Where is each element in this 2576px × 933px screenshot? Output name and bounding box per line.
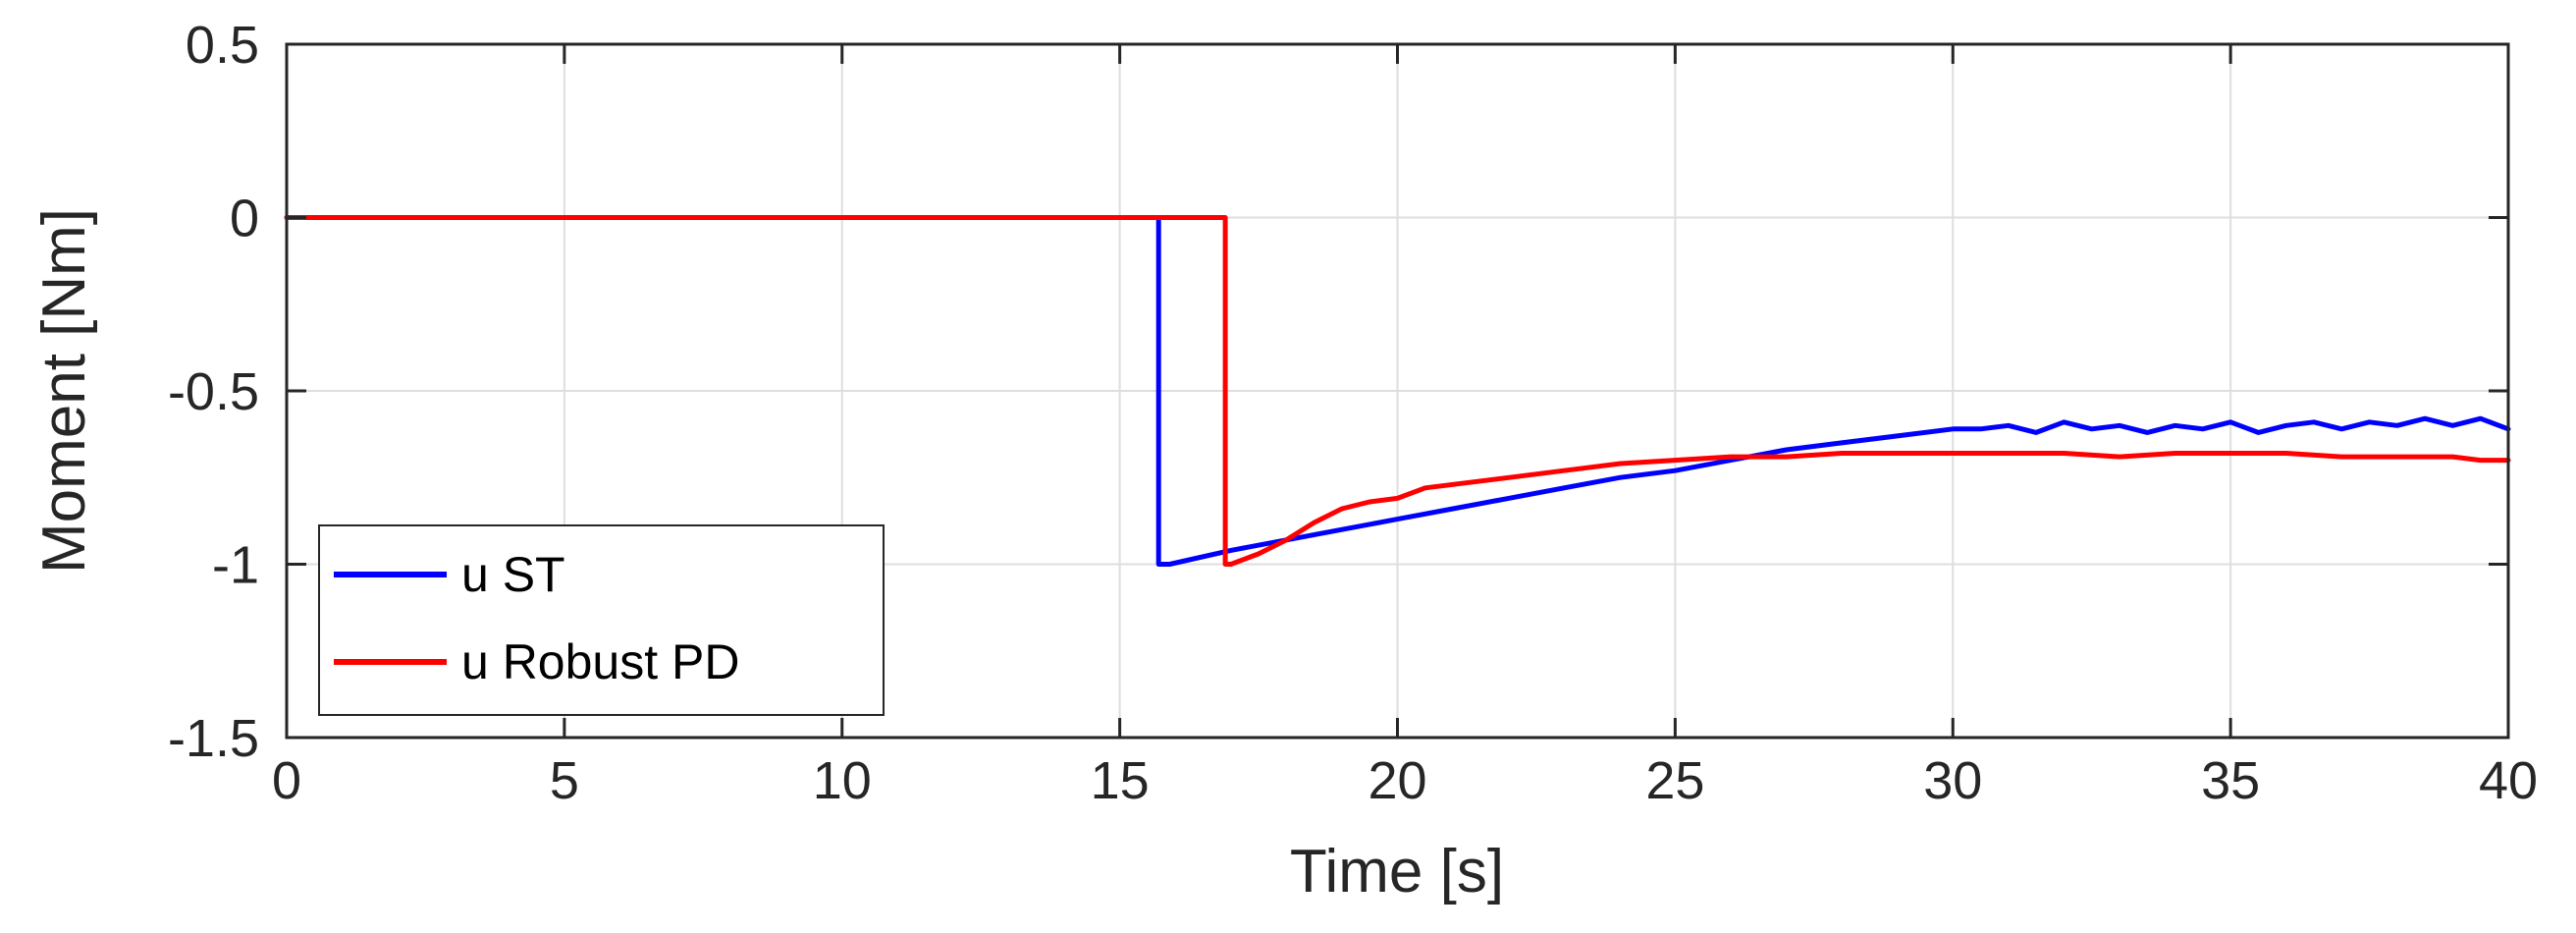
y-tick-label: 0 xyxy=(230,190,259,248)
x-tick-label: 0 xyxy=(272,751,301,810)
series-line-u-robust-pd xyxy=(284,215,2511,567)
legend: u ST u Robust PD xyxy=(318,524,885,716)
plot-series xyxy=(284,215,2511,567)
x-tick-label: 20 xyxy=(1368,751,1426,810)
x-tick-label: 10 xyxy=(813,751,872,810)
legend-label-u-robust-pd: u Robust PD xyxy=(461,634,739,689)
y-tick-label: -1 xyxy=(212,536,259,595)
series-line-u-st xyxy=(284,215,2511,567)
x-tick-label: 35 xyxy=(2201,751,2260,810)
y-tick-label: 0.5 xyxy=(186,16,259,75)
legend-box xyxy=(318,524,885,716)
tick-labels: 0 5 10 15 20 25 30 35 40 0.5 0 -0.5 -1 -1.5 xyxy=(168,16,2538,810)
x-tick-label: 40 xyxy=(2479,751,2538,810)
legend-label-u-st: u ST xyxy=(461,547,565,602)
x-tick-label: 15 xyxy=(1091,751,1150,810)
x-tick-label: 5 xyxy=(550,751,579,810)
y-tick-label: -1.5 xyxy=(168,709,259,768)
x-tick-label: 25 xyxy=(1645,751,1704,810)
y-tick-label: -0.5 xyxy=(168,362,259,421)
y-axis-title: Moment [Nm] xyxy=(30,208,98,574)
x-tick-label: 30 xyxy=(1923,751,1982,810)
axis-ticks xyxy=(285,42,2510,740)
x-axis-title: Time [s] xyxy=(1290,838,1504,906)
